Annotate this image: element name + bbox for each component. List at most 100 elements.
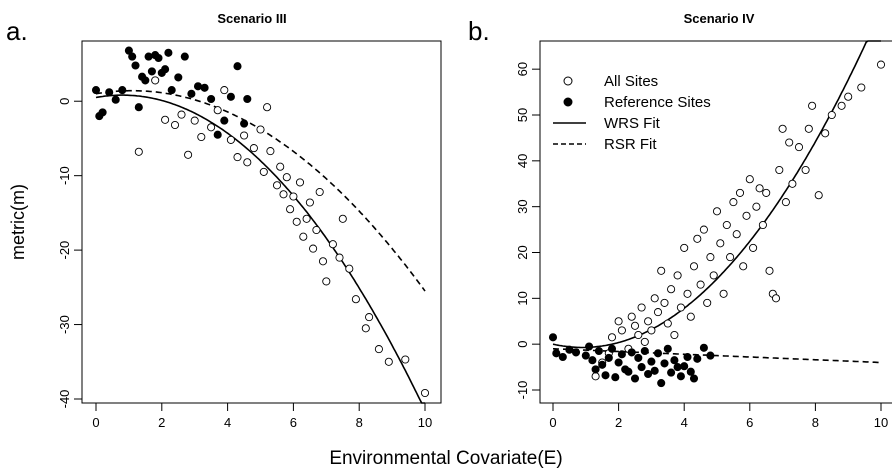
y-tick-label: 50 bbox=[515, 108, 530, 122]
reference-site-point bbox=[640, 346, 649, 356]
reference-site-point bbox=[706, 351, 715, 360]
all-sites-point bbox=[315, 187, 324, 197]
chart-a: 0 2 4 6 8 10 -40 -30 -20 -10 0 bbox=[57, 40, 442, 430]
all-sites-point bbox=[384, 357, 393, 366]
legend-marker-all-sites bbox=[563, 76, 573, 86]
all-sites-point bbox=[670, 330, 679, 340]
all-sites-point bbox=[650, 294, 659, 303]
all-sites-point bbox=[249, 144, 258, 153]
y-tick-label: -10 bbox=[57, 166, 72, 185]
all-sites-point bbox=[676, 303, 685, 312]
reference-site-point bbox=[634, 353, 643, 362]
reference-site-point bbox=[161, 65, 170, 74]
all-sites-point bbox=[134, 147, 143, 156]
y-tick-label: -10 bbox=[515, 381, 530, 400]
fit-line-wrs-fit bbox=[95, 94, 425, 404]
all-sites-point bbox=[295, 178, 305, 187]
fits-b bbox=[552, 40, 882, 364]
reference-site-point bbox=[91, 86, 101, 95]
reference-site-point bbox=[174, 73, 183, 82]
all-sites-point bbox=[814, 191, 823, 200]
chart-title-b: Scenario IV bbox=[684, 11, 755, 26]
reference-site-point bbox=[134, 103, 143, 112]
reference-site-point bbox=[585, 342, 594, 351]
reference-site-point bbox=[98, 108, 107, 117]
all-sites-point bbox=[292, 217, 301, 226]
reference-site-point bbox=[660, 359, 669, 368]
x-tick-label: 0 bbox=[549, 415, 556, 430]
legend-label-rsr-fit: RSR Fit bbox=[604, 136, 657, 153]
all-sites-point bbox=[716, 239, 725, 248]
x-tick-label: 8 bbox=[356, 415, 363, 430]
all-sites-point bbox=[749, 243, 758, 252]
y-tick-label: 60 bbox=[515, 62, 530, 76]
reference-site-point bbox=[676, 372, 685, 381]
reference-site-point bbox=[167, 86, 176, 95]
reference-site-point bbox=[243, 94, 252, 104]
all-sites-point bbox=[785, 138, 794, 147]
y-tick-label: -30 bbox=[57, 315, 72, 334]
reference-site-point bbox=[627, 348, 636, 357]
plot-frame-b bbox=[539, 40, 892, 404]
all-sites-point bbox=[712, 207, 722, 216]
reference-site-point bbox=[594, 346, 603, 356]
all-sites-point bbox=[801, 165, 810, 175]
all-sites-point bbox=[775, 165, 784, 175]
all-sites-point bbox=[170, 120, 180, 130]
y-axis-a: -40 -30 -20 -10 0 bbox=[57, 98, 83, 409]
all-sites-point bbox=[617, 326, 626, 335]
reference-site-point bbox=[614, 358, 623, 367]
all-sites-point bbox=[627, 312, 636, 321]
panel-label-a: a. bbox=[6, 16, 28, 46]
reference-site-point bbox=[667, 368, 676, 377]
all-sites-point bbox=[282, 173, 291, 182]
all-sites-point bbox=[752, 202, 761, 211]
reference-site-point bbox=[689, 374, 699, 383]
fit-line-wrs-fit bbox=[552, 40, 881, 349]
all-sites-point bbox=[857, 83, 866, 92]
all-sites-point bbox=[758, 220, 767, 230]
legend: All Sites Reference Sites WRS Fit RSR Fi… bbox=[553, 73, 711, 153]
all-sites-point bbox=[607, 333, 617, 342]
all-sites-point bbox=[213, 106, 222, 115]
y-tick-label: 10 bbox=[515, 291, 530, 305]
reference-site-point bbox=[637, 363, 646, 372]
fit-line-rsr-fit bbox=[95, 89, 426, 292]
reference-site-point bbox=[571, 348, 581, 357]
x-axis-b: 0 2 4 6 8 10 bbox=[549, 402, 888, 430]
all-sites-point bbox=[312, 225, 321, 235]
all-sites-point bbox=[640, 337, 649, 346]
all-sites-point bbox=[161, 115, 170, 124]
all-sites-point bbox=[322, 277, 331, 286]
reference-site-point bbox=[128, 52, 137, 61]
all-sites-point bbox=[837, 101, 846, 110]
all-sites-point bbox=[709, 271, 718, 280]
all-sites-point bbox=[778, 124, 787, 133]
all-sites-point bbox=[240, 131, 249, 140]
reference-site-point bbox=[240, 119, 249, 128]
all-sites-point bbox=[630, 321, 640, 330]
all-sites-point bbox=[286, 205, 295, 214]
all-sites-point bbox=[788, 179, 797, 188]
reference-site-point bbox=[686, 367, 695, 376]
reference-site-point bbox=[226, 92, 235, 101]
all-sites-point bbox=[233, 153, 242, 162]
reference-site-point bbox=[111, 95, 120, 104]
x-tick-label: 10 bbox=[874, 415, 888, 430]
reference-site-point bbox=[565, 345, 574, 354]
reference-site-point bbox=[601, 371, 610, 380]
reference-site-point bbox=[663, 344, 672, 353]
all-sites-point bbox=[263, 103, 272, 112]
all-sites-point bbox=[276, 162, 285, 171]
all-sites-point bbox=[703, 298, 712, 307]
y-tick-label: -40 bbox=[57, 390, 72, 409]
all-sites-point bbox=[328, 240, 337, 249]
reference-site-point bbox=[118, 86, 127, 95]
all-sites-point bbox=[309, 244, 318, 253]
all-sites-point bbox=[699, 225, 708, 234]
reference-site-point bbox=[207, 94, 216, 104]
reference-site-point bbox=[693, 354, 702, 363]
x-tick-label: 8 bbox=[812, 415, 819, 430]
reference-site-point bbox=[220, 116, 229, 125]
